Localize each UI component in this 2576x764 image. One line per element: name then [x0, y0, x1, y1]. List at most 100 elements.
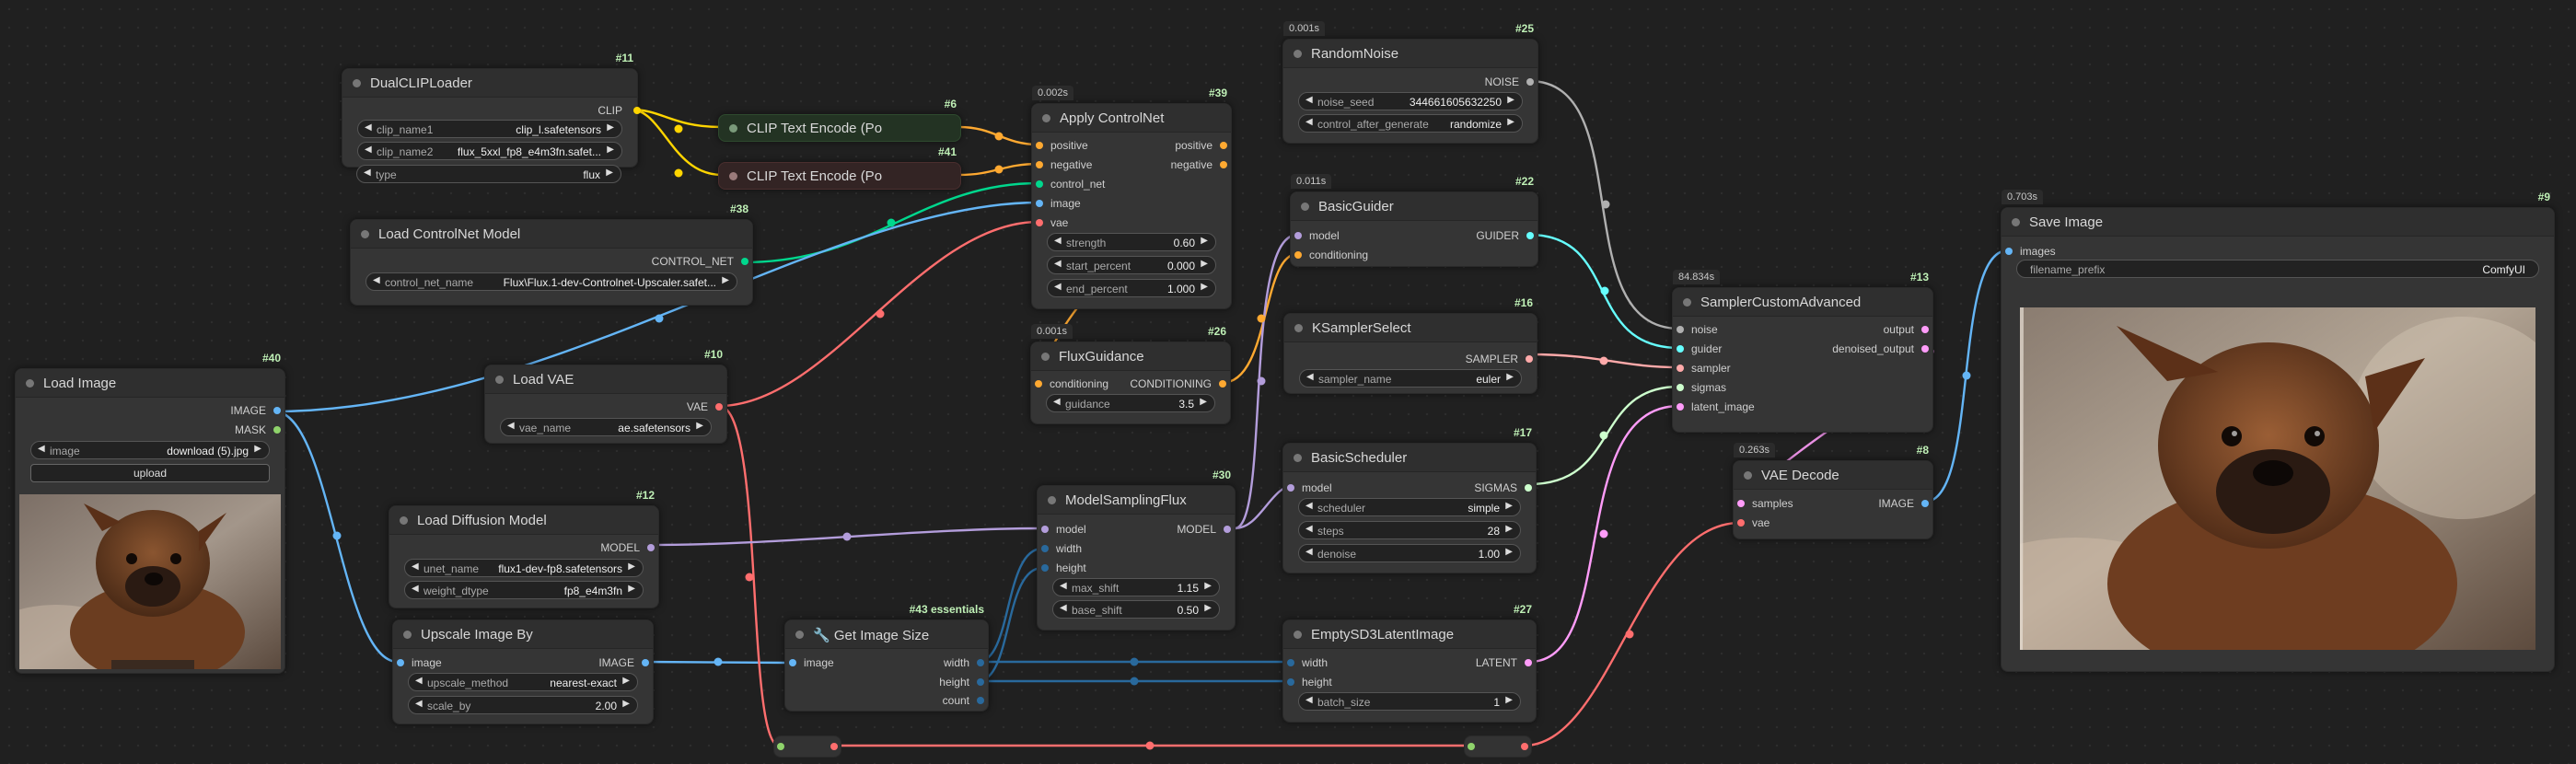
node-header[interactable]: EmptySD3LatentImage [1283, 620, 1536, 649]
input-socket-vae[interactable] [1737, 519, 1745, 527]
widget-denoise[interactable]: ◀ denoise 1.00 ▶ [1298, 544, 1521, 562]
arrow-right-icon[interactable]: ▶ [1201, 282, 1208, 292]
node-header[interactable]: ModelSamplingFlux [1038, 486, 1235, 515]
arrow-right-icon[interactable]: ▶ [1200, 397, 1207, 407]
output-socket-image[interactable] [1921, 500, 1929, 507]
node-empty-sd3-latent-image[interactable]: #27 EmptySD3LatentImage width LATENT hei… [1282, 603, 1537, 723]
input-socket-positive[interactable] [1036, 142, 1043, 149]
output-socket-clip[interactable] [633, 107, 641, 114]
widget-max-shift[interactable]: ◀ max_shift 1.15 ▶ [1052, 578, 1220, 596]
arrow-right-icon[interactable]: ▶ [722, 275, 729, 285]
output-socket-model[interactable] [647, 544, 655, 551]
node-header[interactable]: Apply ControlNet [1032, 104, 1231, 133]
arrow-left-icon[interactable]: ◀ [1305, 95, 1313, 105]
output-socket-conditioning[interactable] [1219, 380, 1226, 388]
collapse-dot-icon[interactable] [361, 230, 369, 238]
collapse-dot-icon[interactable] [26, 379, 34, 388]
input-socket-height[interactable] [1041, 564, 1049, 572]
node-header[interactable]: 🔧 Get Image Size [785, 620, 988, 649]
arrow-right-icon[interactable]: ▶ [1204, 603, 1212, 613]
widget-control-net-name[interactable]: ◀ control_net_name Flux\Flux.1-dev-Control… [366, 272, 737, 291]
filename-prefix-field[interactable]: filename_prefix ComfyUI [2016, 260, 2539, 278]
widget-batch-size[interactable]: ◀ batch_size 1 ▶ [1298, 692, 1521, 711]
collapse-dot-icon[interactable] [1301, 203, 1309, 211]
arrow-right-icon[interactable]: ▶ [628, 584, 635, 594]
output-socket-sampler[interactable] [1526, 355, 1533, 363]
widget-unet-name[interactable]: ◀ unet_name flux1-dev-fp8.safetensors ▶ [404, 559, 644, 577]
collapse-dot-icon[interactable] [1683, 298, 1691, 307]
widget-sampler-name[interactable]: ◀ sampler_name euler ▶ [1299, 369, 1522, 388]
arrow-right-icon[interactable]: ▶ [607, 145, 614, 155]
input-socket-model[interactable] [1041, 526, 1049, 533]
widget-control-after-generate[interactable]: ◀ control_after_generate randomize ▶ [1298, 114, 1523, 133]
node-header[interactable]: FluxGuidance [1031, 342, 1230, 371]
node-load-vae[interactable]: #10 Load VAE VAE ◀ vae_name ae.safetensors… [484, 348, 727, 444]
collapse-dot-icon[interactable] [729, 124, 737, 133]
arrow-right-icon[interactable]: ▶ [1505, 501, 1513, 511]
arrow-left-icon[interactable]: ◀ [1053, 397, 1061, 407]
input-socket-height[interactable] [1287, 678, 1294, 686]
widget-image-file[interactable]: ◀ image download (5).jpg ▶ [30, 441, 270, 459]
output-socket-image[interactable] [273, 407, 281, 414]
output-socket-denoised[interactable] [1921, 345, 1929, 353]
widget-clip-name2[interactable]: ◀ clip_name2 flux_5xxl_fp8_e4m3fn.safet...… [357, 142, 622, 160]
node-load-image[interactable]: #40 Load Image IMAGE MASK ◀ image download… [15, 352, 285, 674]
node-header[interactable]: Load VAE [485, 365, 726, 394]
arrow-right-icon[interactable]: ▶ [1507, 95, 1514, 105]
output-socket-positive[interactable] [1220, 142, 1227, 149]
collapse-dot-icon[interactable] [1744, 471, 1752, 480]
arrow-left-icon[interactable]: ◀ [1054, 259, 1062, 269]
output-socket-vae[interactable] [715, 403, 723, 411]
reroute-node-left[interactable] [773, 735, 841, 758]
arrow-left-icon[interactable]: ◀ [365, 122, 372, 133]
widget-base-shift[interactable]: ◀ base_shift 0.50 ▶ [1052, 600, 1220, 619]
input-socket-latent-image[interactable] [1677, 403, 1684, 411]
arrow-left-icon[interactable]: ◀ [1305, 117, 1313, 127]
output-socket-width[interactable] [977, 659, 984, 666]
input-socket-control-net[interactable] [1036, 180, 1043, 188]
arrow-left-icon[interactable]: ◀ [1305, 501, 1313, 511]
output-socket-negative[interactable] [1220, 161, 1227, 168]
output-socket-noise[interactable] [1526, 78, 1534, 86]
node-header[interactable]: Load ControlNet Model [351, 220, 752, 249]
arrow-left-icon[interactable]: ◀ [364, 168, 371, 178]
node-model-sampling-flux[interactable]: #30 ModelSamplingFlux model MODEL width … [1037, 469, 1236, 631]
node-save-image[interactable]: 0.703s #9 Save Image images filename_pre… [2001, 190, 2555, 672]
input-socket-width[interactable] [1287, 659, 1294, 666]
arrow-right-icon[interactable]: ▶ [1201, 236, 1208, 246]
node-clip-text-encode-negative[interactable]: #41 CLIP Text Encode (Po [718, 145, 961, 190]
output-socket[interactable] [1521, 743, 1528, 750]
input-socket[interactable] [777, 743, 784, 750]
input-socket-conditioning[interactable] [1294, 251, 1302, 259]
arrow-right-icon[interactable]: ▶ [1506, 372, 1514, 382]
arrow-right-icon[interactable]: ▶ [607, 122, 614, 133]
arrow-left-icon[interactable]: ◀ [365, 145, 372, 155]
node-header[interactable]: SamplerCustomAdvanced [1673, 288, 1932, 317]
arrow-left-icon[interactable]: ◀ [412, 584, 419, 594]
arrow-left-icon[interactable]: ◀ [1305, 547, 1313, 557]
upload-button[interactable]: upload [30, 464, 270, 482]
input-socket-guider[interactable] [1677, 345, 1684, 353]
node-header[interactable]: VAE Decode [1734, 461, 1932, 490]
node-upscale-image-by[interactable]: Upscale Image By image IMAGE ◀ upscale_me… [392, 619, 654, 724]
widget-scale-by[interactable]: ◀ scale_by 2.00 ▶ [408, 696, 638, 714]
output-socket-height[interactable] [977, 678, 984, 686]
arrow-right-icon[interactable]: ▶ [1507, 117, 1514, 127]
widget-type[interactable]: ◀ type flux ▶ [356, 165, 621, 183]
node-header[interactable]: Upscale Image By [393, 620, 653, 649]
output-socket-sigmas[interactable] [1525, 484, 1532, 492]
arrow-right-icon[interactable]: ▶ [606, 168, 613, 178]
arrow-left-icon[interactable]: ◀ [373, 275, 380, 285]
input-socket-negative[interactable] [1036, 161, 1043, 168]
widget-guidance[interactable]: ◀ guidance 3.5 ▶ [1046, 394, 1215, 412]
arrow-left-icon[interactable]: ◀ [507, 421, 515, 431]
collapse-dot-icon[interactable] [2012, 218, 2020, 226]
node-basic-guider[interactable]: 0.011s #22 BasicGuider model GUIDER cond… [1290, 174, 1538, 267]
node-random-noise[interactable]: 0.001s #25 RandomNoise NOISE ◀ noise_seed… [1282, 21, 1538, 144]
collapse-dot-icon[interactable] [1294, 50, 1302, 58]
arrow-right-icon[interactable]: ▶ [1204, 581, 1212, 591]
collapse-dot-icon[interactable] [729, 172, 737, 180]
widget-strength[interactable]: ◀ strength 0.60 ▶ [1047, 233, 1216, 251]
output-socket-output[interactable] [1921, 326, 1929, 333]
widget-noise-seed[interactable]: ◀ noise_seed 344661605632250 ▶ [1298, 92, 1523, 110]
